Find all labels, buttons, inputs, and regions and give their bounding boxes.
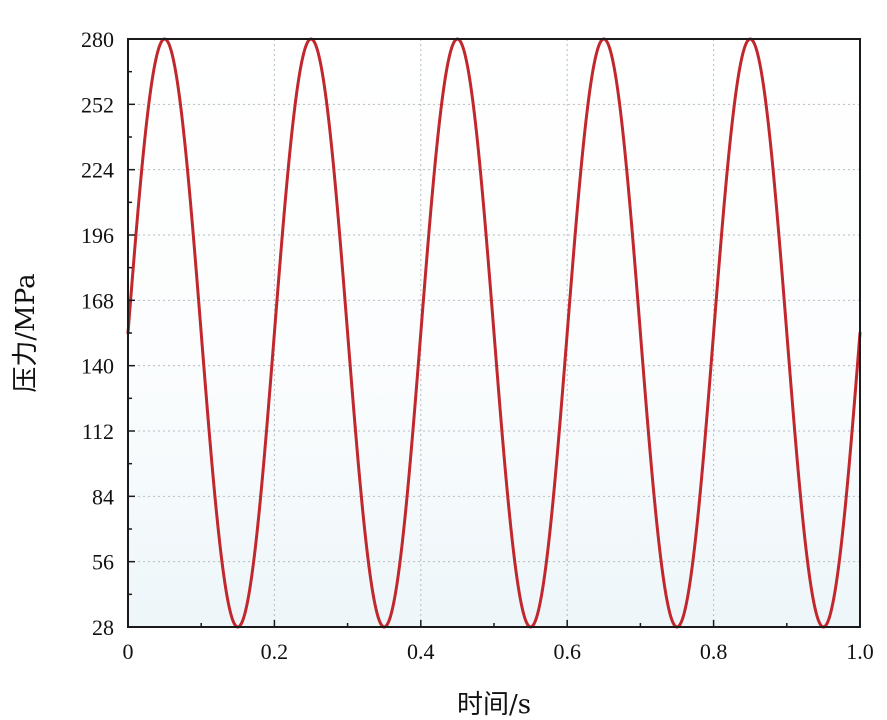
y-tick-label: 252 (81, 92, 114, 117)
x-tick-label: 0.2 (261, 639, 289, 664)
y-axis-title: 压力/MPa (11, 273, 41, 392)
y-tick-label: 224 (81, 158, 114, 183)
x-tick-label: 0.6 (553, 639, 581, 664)
x-tick-label: 0.8 (700, 639, 728, 664)
series-layer (126, 37, 862, 629)
y-tick-label: 84 (92, 484, 114, 509)
tick-labels: 28 56 84 112 140 168 196 224 252 280 0 0.2 0.4 0.6 0.8… (81, 27, 874, 664)
axis-ticks (127, 38, 861, 628)
x-tick-label: 0 (123, 639, 134, 664)
y-tick-label: 56 (92, 550, 114, 575)
x-axis-title: 时间/s (457, 690, 531, 720)
grid (128, 39, 860, 627)
y-tick-label: 168 (81, 288, 114, 313)
series-line-0 (126, 37, 862, 629)
y-tick-label: 140 (81, 354, 114, 379)
y-tick-label: 196 (81, 223, 114, 248)
x-tick-label: 0.4 (407, 639, 435, 664)
y-tick-label: 112 (82, 419, 114, 444)
y-tick-label: 28 (92, 615, 114, 640)
y-tick-label: 280 (81, 27, 114, 52)
x-tick-label: 1.0 (846, 639, 874, 664)
